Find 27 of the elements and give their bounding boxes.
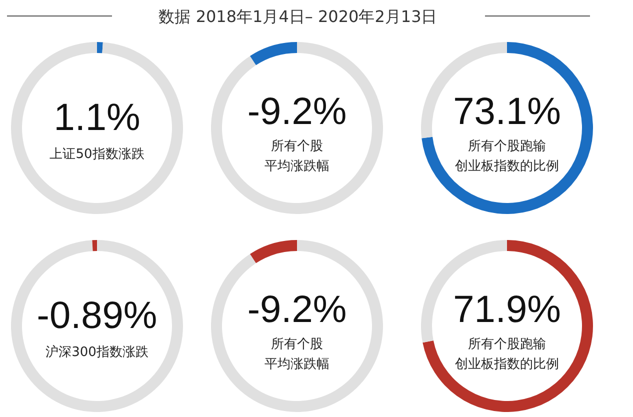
chart-title: 数据 2018年1月4日– 2020年2月13日 [158,7,438,26]
donut-slice [211,240,383,412]
text: 创业板指数的比例 [455,357,559,372]
text: 所有个股 [271,139,323,154]
text: 沪深300指数涨跌 [46,344,148,360]
text: 创业板指数的比例 [455,159,559,174]
text: 71.9% [453,289,561,331]
text: 所有个股跑输 [468,337,546,352]
text: 所有个股 [271,337,323,352]
text: -9.2% [247,289,347,331]
text: 上证50指数涨跌 [50,147,144,162]
donut-slice [97,42,103,54]
text: -0.89% [36,295,158,337]
donut-slice [422,42,593,214]
text: 平均涨跌幅 [264,357,330,372]
text: 平均涨跌幅 [264,159,330,174]
donut-slice [250,240,297,264]
donut-slice [92,240,97,252]
text: 所有个股跑输 [468,139,546,154]
text: -9.2% [247,91,347,133]
donut-slice [211,42,383,214]
text: 1.1% [54,97,140,139]
donut-slice [11,42,183,214]
donut-slice [11,240,183,412]
text: 73.1% [453,91,561,133]
donut-slice [422,240,593,412]
donut-slice [250,42,297,66]
